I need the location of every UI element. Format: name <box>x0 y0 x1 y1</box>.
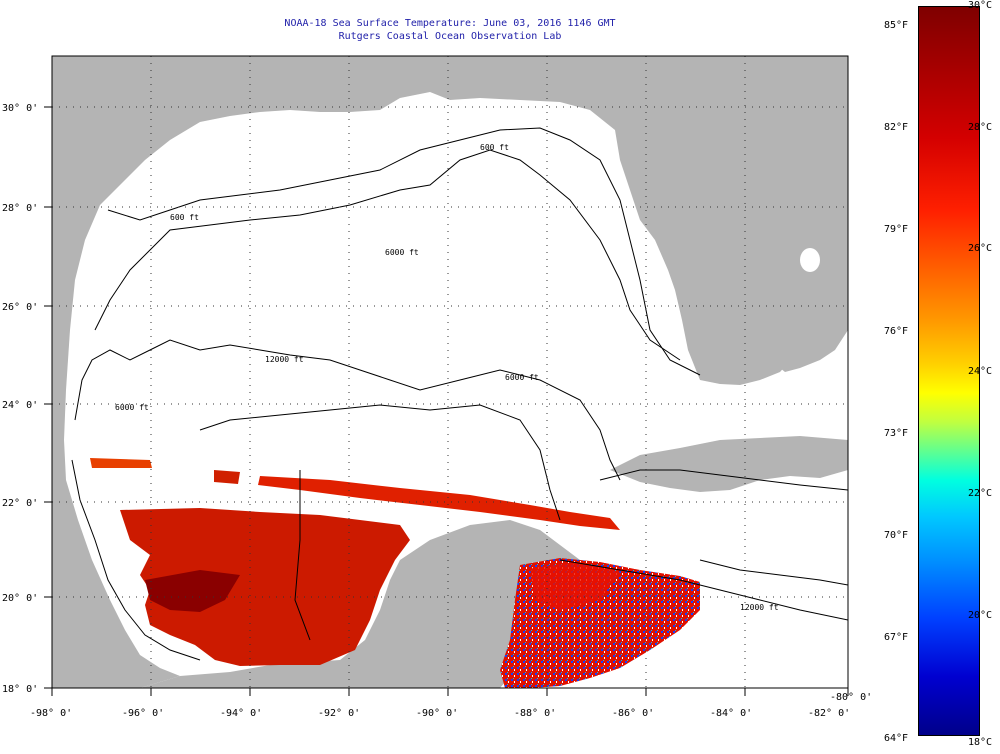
colorbar-label-18c: 18°C <box>968 737 993 748</box>
temperature-colorbar <box>918 6 980 736</box>
colorbar-label-85f: 85°F <box>884 20 909 31</box>
map-title: NOAA-18 Sea Surface Temperature: June 03… <box>284 18 616 29</box>
lon-label-82: -82° 0' <box>808 708 850 719</box>
lake-okeechobee <box>800 248 820 272</box>
lon-label-84: -84° 0' <box>710 708 752 719</box>
lat-label-28: 28° 0' <box>2 203 38 214</box>
lon-label-90: -90° 0' <box>416 708 458 719</box>
sst-map: 600 ft 600 ft 6000 ft 12000 ft 6000 ft 6… <box>2 55 872 719</box>
map-border <box>51 55 849 689</box>
lon-label-98: -98° 0' <box>30 708 72 719</box>
colorbar-label-26c: 26°C <box>968 243 993 254</box>
lat-label-24: 24° 0' <box>2 400 38 411</box>
lon-label-92: -92° 0' <box>318 708 360 719</box>
lon-label-86: -86° 0' <box>612 708 654 719</box>
sst-swath-band-west <box>90 458 152 468</box>
contour-label-6000ft-east: 6000 ft <box>505 373 539 382</box>
axis-ticks <box>44 106 849 696</box>
colorbar-label-64f: 64°F <box>884 733 909 744</box>
land-florida <box>700 56 848 372</box>
lon-label-94: -94° 0' <box>220 708 262 719</box>
lat-label-22: 22° 0' <box>2 498 38 509</box>
colorbar-label-79f: 79°F <box>884 224 909 235</box>
bathymetry-contours <box>71 127 848 661</box>
land-cuba <box>610 436 848 492</box>
colorbar-label-70f: 70°F <box>884 530 909 541</box>
sst-swath-southeast-hot <box>530 562 620 610</box>
graticule <box>52 56 848 688</box>
colorbar-label-67f: 67°F <box>884 632 909 643</box>
sst-swath-band <box>258 476 620 530</box>
contour-label-6000ft-north: 6000 ft <box>385 248 419 257</box>
lat-label-30: 30° 0' <box>2 103 38 114</box>
lat-label-26: 26° 0' <box>2 302 38 313</box>
land-yucatan <box>140 520 580 688</box>
colorbar-label-22c: 22°C <box>968 488 993 499</box>
contour-label-600ft-east: 600 ft <box>480 143 509 152</box>
sst-swath-warm-core <box>145 570 240 612</box>
lon-label-96: -96° 0' <box>122 708 164 719</box>
colorbar-label-82f: 82°F <box>884 122 909 133</box>
colorbar-label-24c: 24°C <box>968 366 993 377</box>
colorbar-label-28c: 28°C <box>968 122 993 133</box>
lat-label-18: 18° 0' <box>2 684 38 695</box>
map-subtitle: Rutgers Coastal Ocean Observation Lab <box>338 31 562 42</box>
colorbar-label-73f: 73°F <box>884 428 909 439</box>
colorbar-label-30c: 30°C <box>968 0 993 11</box>
lat-label-20: 20° 0' <box>2 593 38 604</box>
colorbar-label-76f: 76°F <box>884 326 909 337</box>
land-us-coast <box>52 56 848 688</box>
colorbar-label-20c: 20°C <box>968 610 993 621</box>
sst-swath-band-mid <box>214 470 240 484</box>
lon-label-88: -88° 0' <box>514 708 556 719</box>
contour-label-12000ft-central: 12000 ft <box>265 355 304 364</box>
contour-label-600ft-west: 600 ft <box>170 213 199 222</box>
contour-label-12000ft-southeast: 12000 ft <box>740 603 779 612</box>
sst-swath-main <box>120 508 410 666</box>
lon-label-80: -80° 0' <box>830 692 872 703</box>
contour-label-6000ft-west: 6000 ft <box>115 403 149 412</box>
